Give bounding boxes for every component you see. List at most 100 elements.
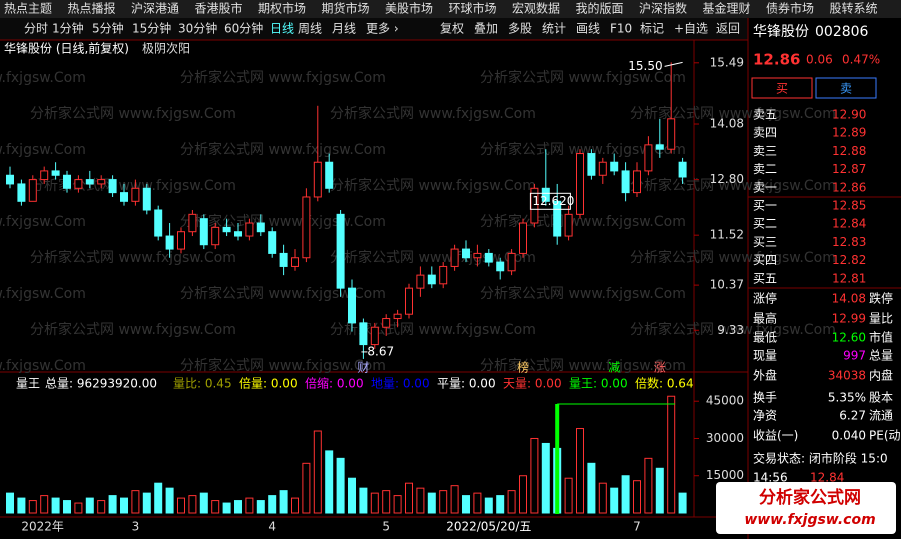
candle-body (177, 231, 185, 250)
period-tab[interactable]: 分时 (24, 22, 48, 36)
menu-item[interactable]: 热点主题 (4, 2, 52, 16)
candle-body (336, 213, 345, 289)
period-tab[interactable]: 周线 (298, 22, 322, 36)
volume-bar (496, 495, 505, 514)
sell-label[interactable]: 卖 (840, 82, 852, 96)
menu-item[interactable]: 美股市场 (385, 1, 433, 16)
annotation: 15.50 (628, 59, 662, 73)
book-label: 卖五 (753, 108, 777, 122)
watermark: 分析家公式网 www.fxjgsw.Com (0, 141, 86, 158)
watermark: 分析家公式网 www.fxjgsw.Com (30, 321, 236, 338)
menu-item[interactable]: 香港股市 (195, 1, 243, 16)
menu-item[interactable]: 期货市场 (322, 1, 370, 16)
book-price: 12.88 (832, 144, 866, 158)
period-tab[interactable]: 15分钟 (132, 21, 171, 36)
volume-bar (142, 492, 151, 514)
menu-item[interactable]: 热点播报 (68, 1, 116, 16)
volume-bar (165, 487, 174, 514)
sell-button[interactable] (815, 77, 877, 99)
tool-button[interactable]: 复权 (440, 22, 464, 36)
watermark: 分析家公式网 www.fxjgsw.Com (480, 213, 686, 230)
period-tab[interactable]: 月线 (332, 22, 356, 36)
watermark: 分析家公式网 www.fxjgsw.Com (480, 357, 686, 374)
book-price: 12.86 (832, 180, 866, 194)
candle-body (393, 313, 402, 320)
watermark: 分析家公式网 www.fxjgsw.Com (30, 105, 236, 122)
menu-item[interactable]: 期权市场 (258, 1, 306, 16)
candle-body (405, 287, 413, 315)
annotation: 财 (357, 361, 369, 375)
tool-button[interactable]: 返回 (716, 22, 740, 36)
toolbar (0, 18, 748, 40)
volume-stat: 量王: 0.00 (569, 377, 628, 391)
volume-bar (576, 428, 584, 514)
volume-bar (188, 495, 197, 514)
stock-name: 华锋股份 (753, 24, 809, 40)
candle-body (496, 261, 505, 272)
candle-body (313, 161, 322, 198)
period-tab[interactable]: 更多 › (366, 22, 399, 36)
status: 交易状态: 闭市阶段 15:0 (753, 451, 888, 466)
menu-item[interactable]: 我的版面 (576, 1, 624, 16)
y-tick-label: 9.33 (717, 323, 744, 337)
tool-button[interactable]: 多股 (508, 22, 532, 36)
menu-item[interactable]: 沪深港通 (131, 2, 179, 16)
menu-item[interactable]: 基金理财 (703, 1, 751, 16)
period-tab[interactable]: 60分钟 (224, 21, 263, 36)
stat-value: 12.60 (832, 331, 866, 345)
annotation: 8.67 (367, 344, 394, 358)
period-tab[interactable]: 1分钟 (52, 21, 84, 36)
volume-stat: 倍数: 0.64 (635, 376, 694, 391)
volume-bar (268, 495, 277, 514)
candle-body (17, 183, 26, 202)
menu-item[interactable]: 宏观数据 (512, 1, 560, 16)
candle-body (6, 174, 14, 185)
menu-item[interactable]: 股转系统 (830, 1, 878, 16)
watermark: 分析家公式网 www.fxjgsw.Com (630, 249, 836, 266)
menu-item[interactable]: 环球市场 (449, 1, 497, 16)
book-price: 12.89 (832, 126, 866, 140)
volume-bar (313, 430, 322, 514)
tool-button[interactable]: 画线 (576, 22, 600, 36)
menu-item[interactable]: 债券市场 (766, 1, 814, 16)
volume-bar (97, 500, 106, 514)
stat-label: 换手 (753, 391, 777, 405)
tool-button[interactable]: 标记 (640, 22, 664, 36)
period-tab[interactable]: 日线 (270, 22, 294, 36)
volume-bar (416, 487, 425, 514)
volume-bar (633, 480, 641, 514)
period-tab[interactable]: 5分钟 (92, 21, 124, 36)
stat-label: PE(动 (869, 429, 901, 443)
volume-bar (302, 462, 311, 514)
book-label: 卖一 (753, 180, 777, 194)
period-tab[interactable]: 30分钟 (178, 21, 217, 36)
candle-body (564, 213, 573, 237)
volume-bar (222, 502, 231, 514)
tool-button[interactable]: 统计 (542, 22, 566, 36)
watermark: 分析家公式网 www.fxjgsw.Com (330, 321, 536, 338)
candle-body (85, 179, 94, 185)
candle-body (302, 196, 311, 259)
candle-body (507, 252, 516, 272)
candle-body (541, 187, 550, 202)
buy-label[interactable]: 买 (776, 82, 788, 96)
volume-bar (51, 497, 60, 514)
volume-bar (439, 490, 448, 514)
buy-button[interactable] (751, 77, 813, 99)
watermark: 分析家公式网 www.fxjgsw.Com (330, 177, 536, 194)
watermark: 分析家公式网 www.fxjgsw.Com (30, 249, 236, 266)
tool-button[interactable]: +自选 (674, 22, 708, 36)
volume-bar (40, 495, 49, 514)
tool-button[interactable]: 叠加 (474, 22, 498, 36)
watermark: 分析家公式网 www.fxjgsw.Com (480, 69, 686, 86)
candle-body (234, 231, 242, 237)
watermark: 分析家公式网 www.fxjgsw.Com (330, 105, 536, 122)
volume-bar (462, 495, 470, 514)
book-label: 买五 (753, 271, 777, 285)
menu-item[interactable]: 沪深指数 (639, 1, 687, 16)
stat-value: 5.35% (828, 391, 866, 405)
volume-bar (28, 500, 37, 514)
stat-value: 0.040 (832, 429, 866, 443)
tool-button[interactable]: F10 (610, 22, 632, 36)
